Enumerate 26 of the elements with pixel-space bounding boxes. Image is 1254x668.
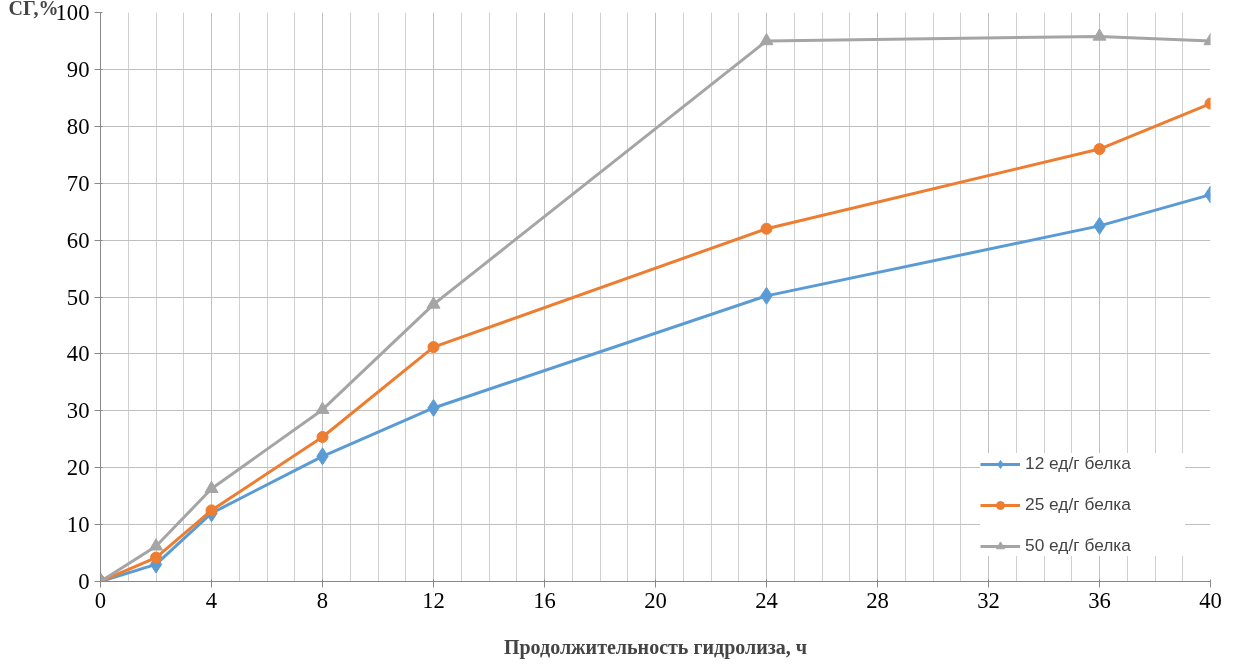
x-tick-label: 24 [755,587,778,613]
y-tick-label: 80 [66,113,90,139]
legend-label: 25 ед/г белка [1025,494,1132,515]
y-tick-label: 50 [66,284,90,310]
y-tick-label: 90 [66,56,90,82]
y-tick-label: 60 [66,227,90,253]
x-tick-label: 40 [1199,587,1222,613]
x-tick-label: 36 [1088,587,1111,613]
x-tick-label: 8 [316,587,329,613]
x-tick-label: 16 [533,587,556,613]
y-tick-label: 40 [66,341,90,367]
y-tick-label: 10 [66,512,90,538]
x-tick-label: 4 [205,587,218,613]
y-axis-title: СГ,% [8,0,59,19]
y-tick-label: 70 [66,170,90,196]
y-tick-label: 0 [78,569,90,594]
x-tick-label: 12 [422,587,445,613]
x-tick-label: 28 [866,587,889,613]
y-tick-label: 20 [66,455,90,481]
x-tick-label: 20 [644,587,667,613]
x-axis-title: Продолжительность гидролиза, ч [503,635,808,659]
x-tick-label: 32 [977,587,1000,613]
legend-label: 50 ед/г белка [1025,535,1132,556]
y-tick-label: 30 [66,398,90,424]
x-tick-label: 0 [94,587,107,613]
legend-label: 12 ед/г белка [1025,453,1132,474]
